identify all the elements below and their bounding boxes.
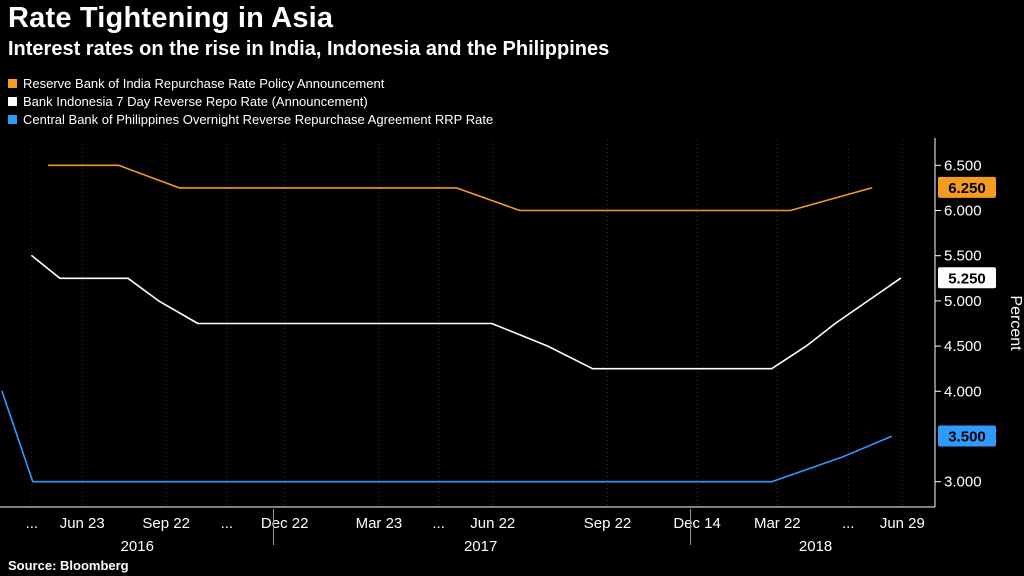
value-badge bbox=[938, 176, 996, 198]
value-badge-label: 3.500 bbox=[948, 428, 986, 445]
value-badge-label: 6.250 bbox=[948, 180, 986, 197]
x-tick-label: Sep 22 bbox=[142, 515, 190, 532]
year-label: 2017 bbox=[464, 538, 497, 555]
chart-area: 6.500 6.000 5.500 5.000 4.500 4.000 3.000 6.250… bbox=[0, 130, 1024, 562]
y-tick-label: 6.000 bbox=[944, 203, 982, 220]
y-tick-label: 5.000 bbox=[944, 293, 982, 310]
legend-label: Reserve Bank of India Repurchase Rate Po… bbox=[23, 75, 385, 91]
value-badge-label: 5.250 bbox=[948, 270, 986, 287]
source-attribution: Source: Bloomberg bbox=[8, 558, 129, 573]
series-line-indonesia bbox=[31, 254, 902, 370]
legend-item: Central Bank of Philippines Overnight Re… bbox=[8, 110, 493, 128]
legend-swatch-icon bbox=[8, 78, 17, 88]
x-tick-label: Mar 22 bbox=[754, 515, 801, 532]
y-tick-label: 3.000 bbox=[944, 474, 982, 491]
y-tick-label: 6.500 bbox=[944, 157, 982, 174]
y-tick-label: 5.500 bbox=[944, 248, 982, 265]
legend-swatch-icon bbox=[8, 114, 17, 124]
legend-label: Bank Indonesia 7 Day Reverse Repo Rate (… bbox=[23, 93, 368, 109]
x-tick-label: Jun 22 bbox=[470, 515, 515, 532]
value-badge bbox=[938, 267, 996, 289]
rate-line-chart: 6.500 6.000 5.500 5.000 4.500 4.000 3.000 6.250… bbox=[0, 138, 1024, 555]
year-label: 2018 bbox=[799, 538, 832, 555]
x-tick-label: Dec 22 bbox=[261, 515, 309, 532]
page-title: Rate Tightening in Asia bbox=[8, 2, 334, 34]
legend-item: Reserve Bank of India Repurchase Rate Po… bbox=[8, 74, 493, 92]
chart-legend: Reserve Bank of India Repurchase Rate Po… bbox=[8, 74, 493, 128]
y-tick-label: 4.000 bbox=[944, 383, 982, 400]
x-tick-label: ... bbox=[221, 515, 234, 532]
y-tick-label: 4.500 bbox=[944, 338, 982, 355]
value-badge bbox=[938, 425, 996, 447]
x-tick-label: Jun 29 bbox=[880, 515, 925, 532]
year-label: 2016 bbox=[121, 538, 154, 555]
x-tick-label: Mar 23 bbox=[356, 515, 403, 532]
series-line-india bbox=[47, 164, 873, 212]
series-line-philippines bbox=[1, 390, 892, 483]
y-axis-title: Percent bbox=[1007, 295, 1024, 351]
x-tick-label: ... bbox=[842, 515, 855, 532]
x-tick-label: ... bbox=[26, 515, 39, 532]
x-tick-label: ... bbox=[432, 515, 445, 532]
legend-swatch-icon bbox=[8, 96, 17, 106]
legend-label: Central Bank of Philippines Overnight Re… bbox=[23, 111, 494, 127]
page-subtitle: Interest rates on the rise in India, Ind… bbox=[8, 38, 610, 60]
x-tick-label: Dec 14 bbox=[673, 515, 721, 532]
x-tick-label: Jun 23 bbox=[60, 515, 105, 532]
legend-item: Bank Indonesia 7 Day Reverse Repo Rate (… bbox=[8, 92, 493, 110]
x-tick-label: Sep 22 bbox=[584, 515, 632, 532]
